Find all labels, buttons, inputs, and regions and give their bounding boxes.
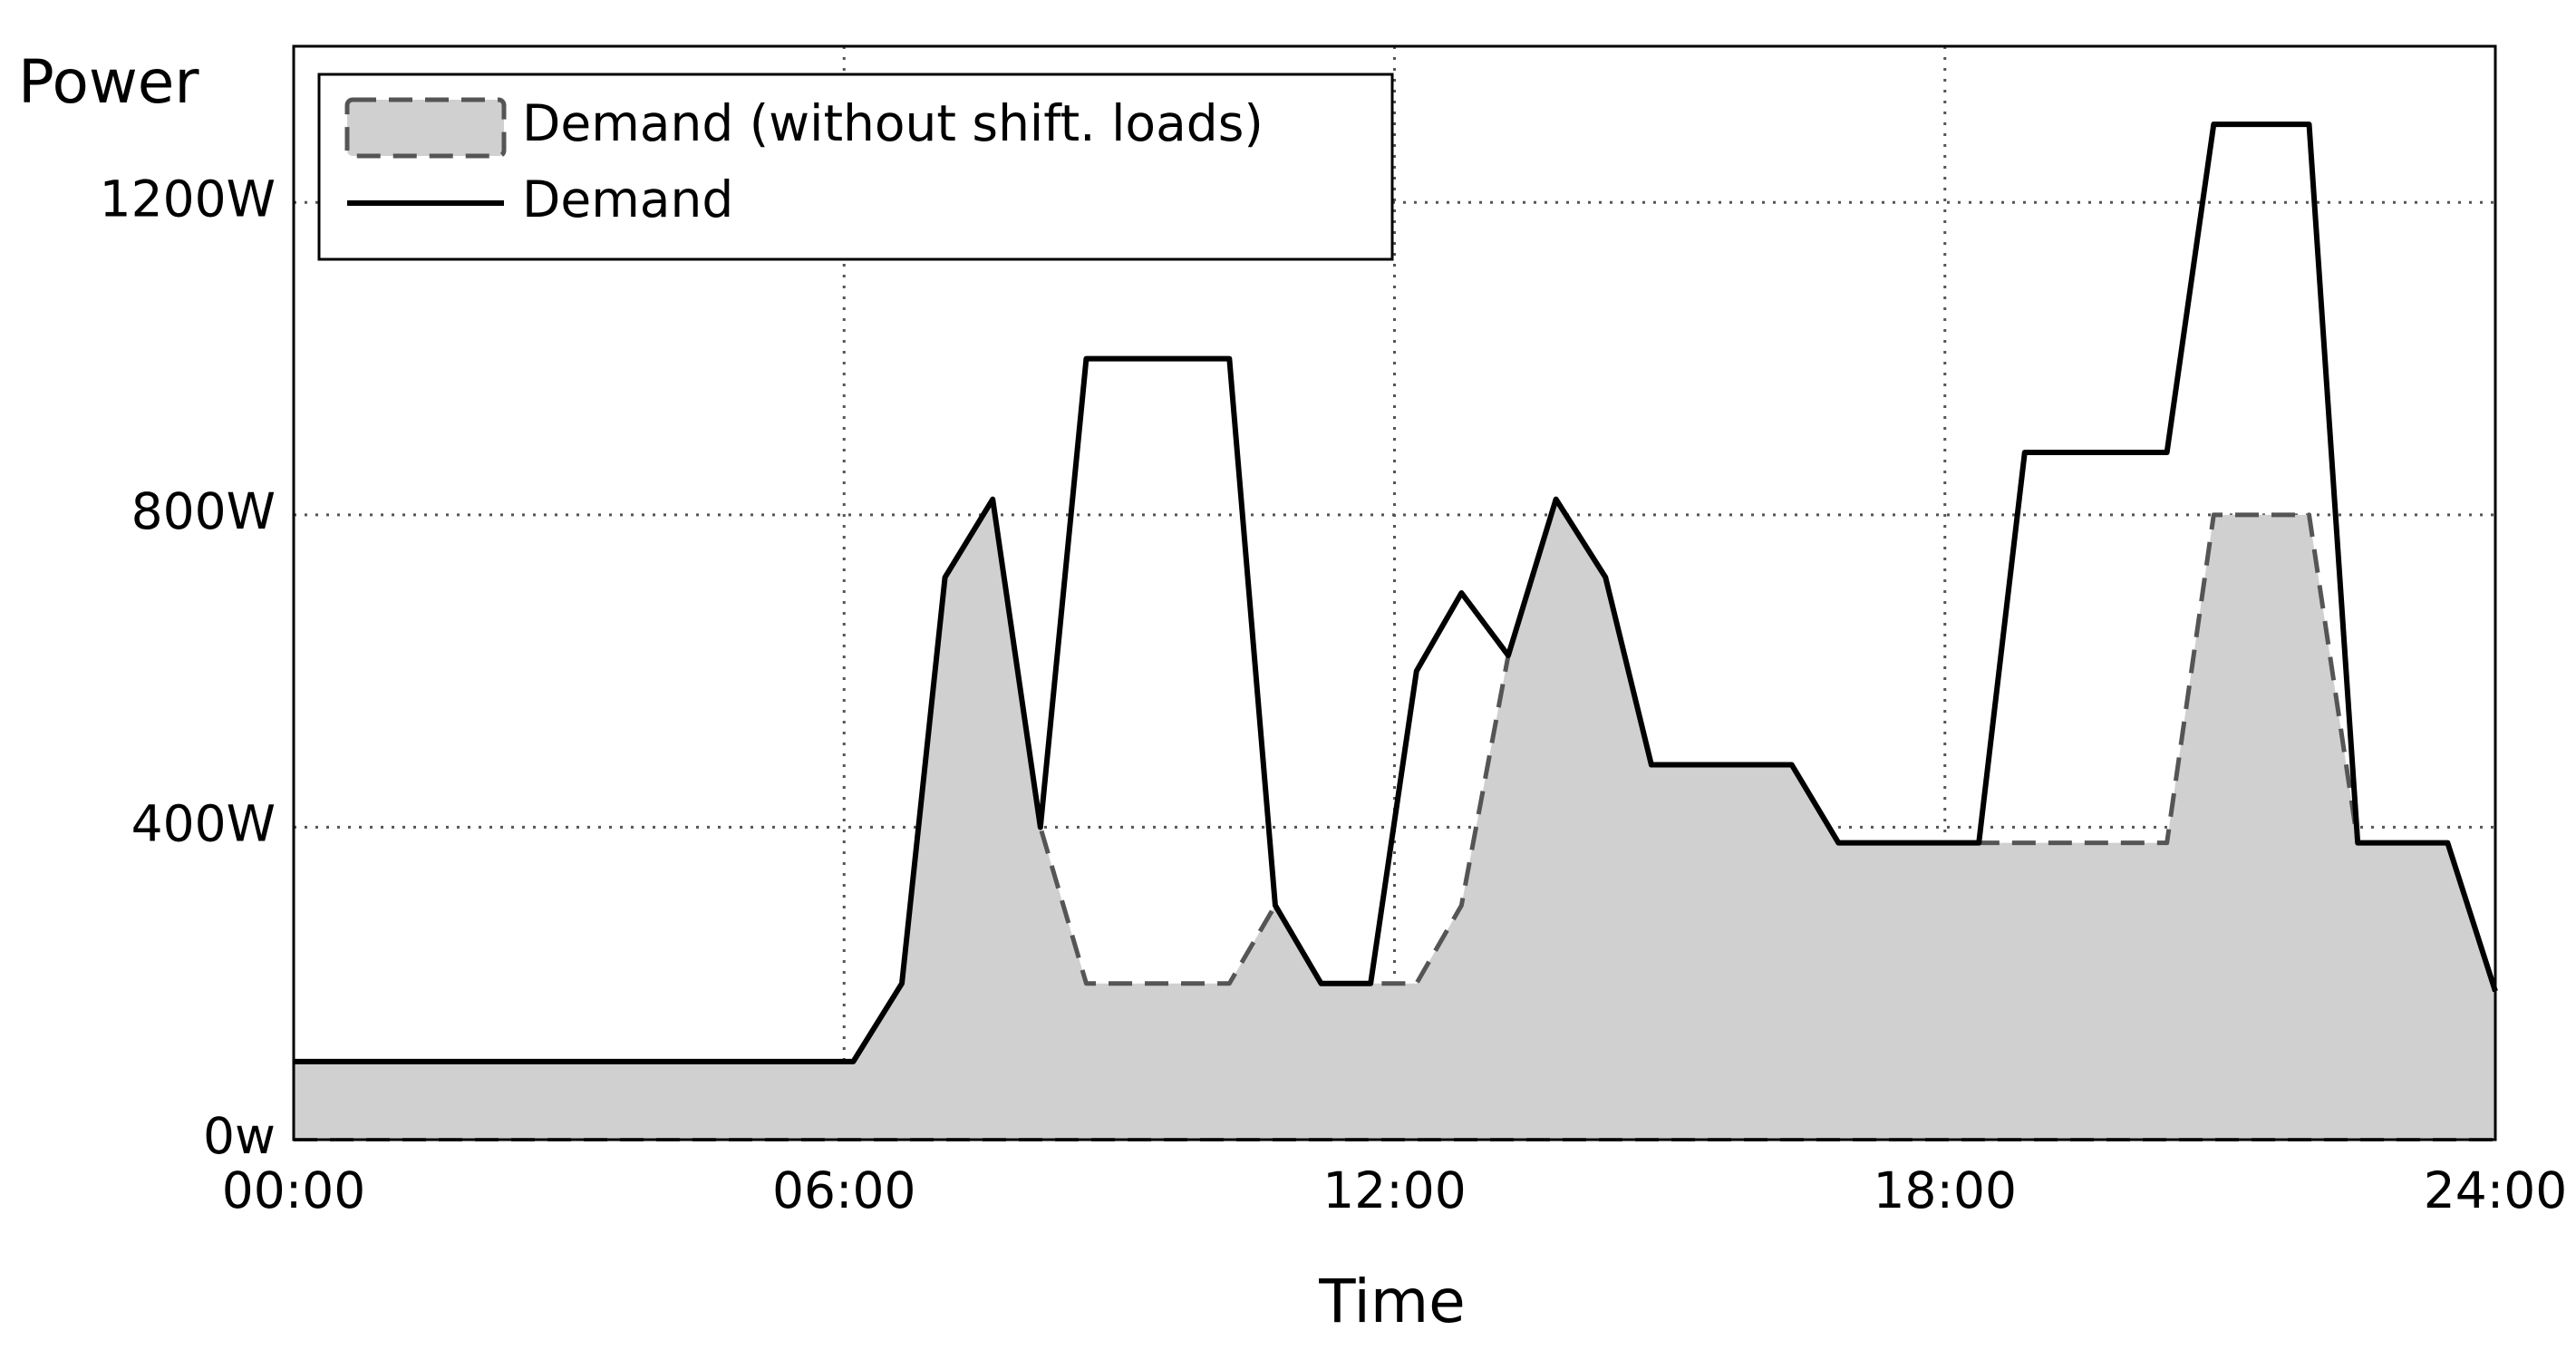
x-tick-label: 24:00 [2424,1161,2568,1219]
line [294,121,2498,1064]
y-tick-label: 0w [203,1107,276,1165]
x-tick-label: 18:00 [1873,1161,2017,1219]
x-axis-label: Time [1318,1267,1466,1336]
x-tick-label: 12:00 [1322,1161,1467,1219]
legend-box [317,73,1394,261]
plot-frame [292,44,2497,1141]
legend-label: Demand (without shift. loads) [522,94,1264,152]
area [294,499,2495,1140]
x-tick-label: 00:00 [222,1161,366,1219]
legend-key [344,97,507,159]
y-tick-label: 800W [131,482,276,540]
y-axis-label: Power [18,47,199,117]
y-tick-label: 1200W [100,170,276,228]
legend-label: Demand [522,170,733,228]
x-tick-label: 06:00 [772,1161,916,1219]
y-tick-label: 400W [131,795,276,853]
